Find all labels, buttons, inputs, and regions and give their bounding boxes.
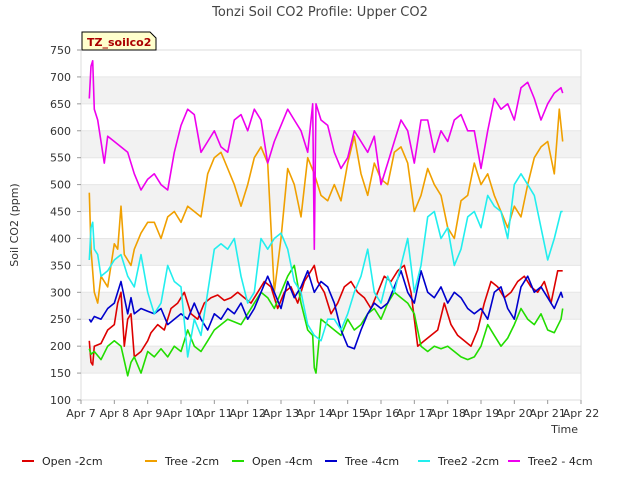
source-badge-box xyxy=(81,31,157,51)
plot-frame xyxy=(80,49,582,401)
chart-title: Tonzi Soil CO2 Profile: Upper CO2 xyxy=(211,5,428,20)
y-tick-label: 100 xyxy=(50,394,71,407)
y-tick-label: 600 xyxy=(50,125,71,138)
series-line-open-2cm xyxy=(88,264,563,366)
series-line-tree-4cm xyxy=(88,269,564,350)
y-tick-label: 550 xyxy=(50,152,71,165)
grid-band xyxy=(81,76,581,104)
grid-band xyxy=(81,184,581,212)
x-tick-label: Apr 16 xyxy=(363,407,400,420)
grid-band xyxy=(81,130,581,158)
y-tick-label: 350 xyxy=(50,259,71,272)
y-tick-label: 400 xyxy=(50,232,71,245)
source-badge-label: TZ_soilco2 xyxy=(87,36,151,49)
grid-band xyxy=(81,346,581,374)
y-axis-title: Soil CO2 (ppm) xyxy=(8,183,21,266)
series-line-tree2-2cm xyxy=(88,173,563,358)
x-tick-label: Apr 17 xyxy=(396,407,433,420)
legend-label-open-2cm: Open -2cm xyxy=(42,455,103,468)
series-line-open-4cm xyxy=(88,264,564,377)
legend-label-tree-2cm: Tree -2cm xyxy=(164,455,219,468)
y-tick-label: 150 xyxy=(50,367,71,380)
x-tick-label: Apr 19 xyxy=(463,407,500,420)
legend-label-tree2-2cm: Tree2 -2cm xyxy=(437,455,499,468)
series-line-tree-2cm xyxy=(88,108,564,304)
y-tick-label: 650 xyxy=(50,98,71,111)
series-lines xyxy=(88,59,564,377)
y-tick-label: 750 xyxy=(50,44,71,57)
y-tick-label: 700 xyxy=(50,71,71,84)
y-axis-ticks: 100 150 200 250 300 350 400 450 500 550 600 650 700 7… xyxy=(50,44,81,407)
y-tick-label: 300 xyxy=(50,286,71,299)
x-tick-label: Apr 20 xyxy=(496,407,533,420)
legend: Open -2cm Tree -2cm Open -4cm Tree -4cm Tree… xyxy=(22,455,593,468)
x-tick-label: Apr 12 xyxy=(229,407,266,420)
y-tick-label: 450 xyxy=(50,206,71,219)
legend-label-tree2-4cm: Tree2 - 4cm xyxy=(527,455,593,468)
legend-label-tree-4cm: Tree -4cm xyxy=(344,455,399,468)
y-tick-label: 250 xyxy=(50,313,71,326)
x-tick-label: Apr 13 xyxy=(263,407,300,420)
y-tick-label: 200 xyxy=(50,340,71,353)
x-tick-label: Apr 7 xyxy=(66,407,96,420)
grid-band xyxy=(81,238,581,266)
x-tick-label: Apr 10 xyxy=(163,407,200,420)
x-tick-label: Apr 22 xyxy=(563,407,600,420)
x-tick-label: Apr 18 xyxy=(429,407,466,420)
x-tick-label: Apr 21 xyxy=(529,407,566,420)
x-axis-title: Time xyxy=(550,423,578,436)
y-tick-label: 500 xyxy=(50,179,71,192)
source-badge: TZ_soilco2 xyxy=(81,31,157,51)
legend-label-open-4cm: Open -4cm xyxy=(252,455,313,468)
grid-bands xyxy=(81,49,581,401)
x-tick-label: Apr 14 xyxy=(296,407,333,420)
x-tick-label: Apr 11 xyxy=(196,407,233,420)
series-line-tree2-4cm xyxy=(88,59,564,250)
x-tick-label: Apr 9 xyxy=(133,407,163,420)
x-tick-label: Apr 8 xyxy=(100,407,130,420)
x-tick-label: Apr 15 xyxy=(329,407,366,420)
